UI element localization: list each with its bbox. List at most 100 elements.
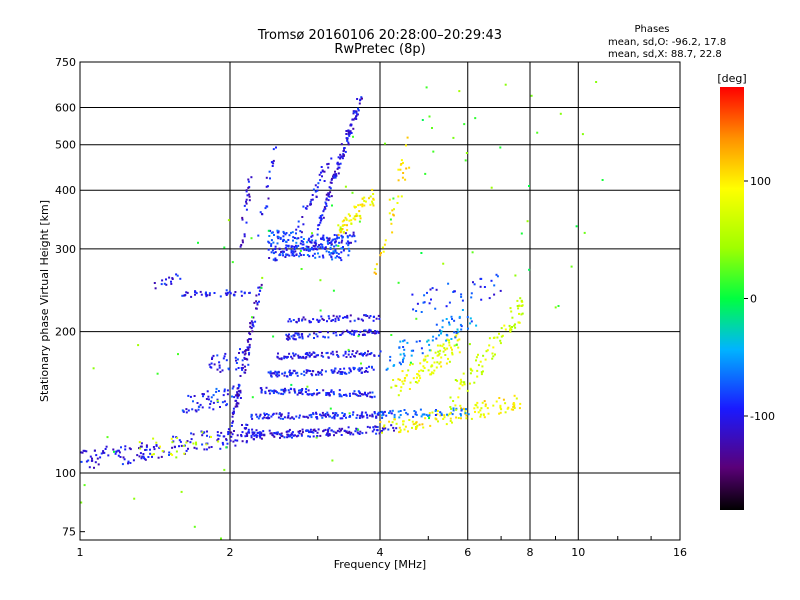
data-point [160,283,163,286]
data-point [140,457,143,460]
data-point [404,178,407,181]
data-point [373,315,375,318]
data-point [238,384,241,387]
data-point [340,429,342,432]
data-point [299,230,302,233]
data-point [320,354,323,357]
data-point [355,215,358,218]
data-point [355,118,358,120]
data-point [237,402,240,405]
data-point [281,250,284,253]
data-point [455,331,458,334]
data-point [418,340,421,343]
data-point [373,354,376,357]
y-tick-label: 500 [55,139,76,152]
data-point [513,394,516,397]
data-point [355,330,358,333]
data-point [336,371,339,374]
data-point [206,434,208,437]
data-point [305,388,308,390]
data-point [239,391,242,394]
data-point [357,368,360,371]
data-point [234,405,237,408]
data-point [332,252,335,255]
data-point [265,205,268,208]
data-point [311,239,314,242]
data-point [330,352,333,355]
data-point [472,281,474,284]
data-point [328,239,331,242]
data-point [151,455,153,458]
data-point [353,215,356,218]
data-point [377,331,380,334]
data-point [250,413,253,416]
data-point [308,333,311,336]
data-point [384,142,386,145]
data-point [277,416,280,419]
data-point [246,433,249,436]
data-point [581,133,584,136]
data-point [263,416,266,419]
data-point [342,354,345,357]
data-point [488,337,491,340]
data-point [521,312,524,315]
data-point [412,423,415,426]
data-point [358,333,361,336]
data-point [172,435,175,438]
data-point [325,202,328,205]
data-point [207,398,210,401]
data-point [250,176,253,179]
data-point [295,246,298,249]
x-tick-label: 2 [227,546,234,559]
data-point [433,369,436,372]
data-point [205,448,208,451]
data-point [368,316,371,319]
data-point [235,399,238,402]
data-point [243,291,246,294]
data-point [194,291,197,294]
data-point [350,132,353,134]
data-point [194,293,196,296]
data-point [241,216,244,219]
data-point [366,416,369,419]
data-point [336,353,339,356]
data-point [251,431,254,434]
data-point [319,413,321,416]
data-point [345,130,348,132]
data-point [280,357,283,360]
data-point [193,395,196,397]
data-point [308,355,311,358]
data-point [283,232,285,235]
data-point [341,332,344,335]
data-point [236,393,239,396]
data-point [321,411,324,414]
data-point [387,428,390,431]
data-point [247,180,250,183]
data-point [329,187,332,190]
x-axis-ticks: 1 2 4 6 8 10 16 [77,536,687,559]
data-point [341,247,344,250]
data-point [208,363,211,366]
data-point [448,413,451,416]
data-point [232,385,235,388]
data-point [236,439,239,442]
data-point [243,350,246,353]
data-point [415,310,418,312]
data-point [354,218,357,221]
data-point [287,338,290,341]
data-point [343,219,345,222]
data-point [171,446,174,449]
data-point [373,428,376,431]
data-point [298,391,301,394]
data-point [356,214,359,217]
data-point [318,173,321,176]
data-point [305,415,308,418]
data-point [210,446,213,448]
data-point [191,408,194,411]
data-point [431,287,434,290]
data-point [327,194,330,197]
data-point [435,337,438,340]
data-point [276,242,279,245]
data-point [575,225,578,228]
data-point [446,347,449,350]
